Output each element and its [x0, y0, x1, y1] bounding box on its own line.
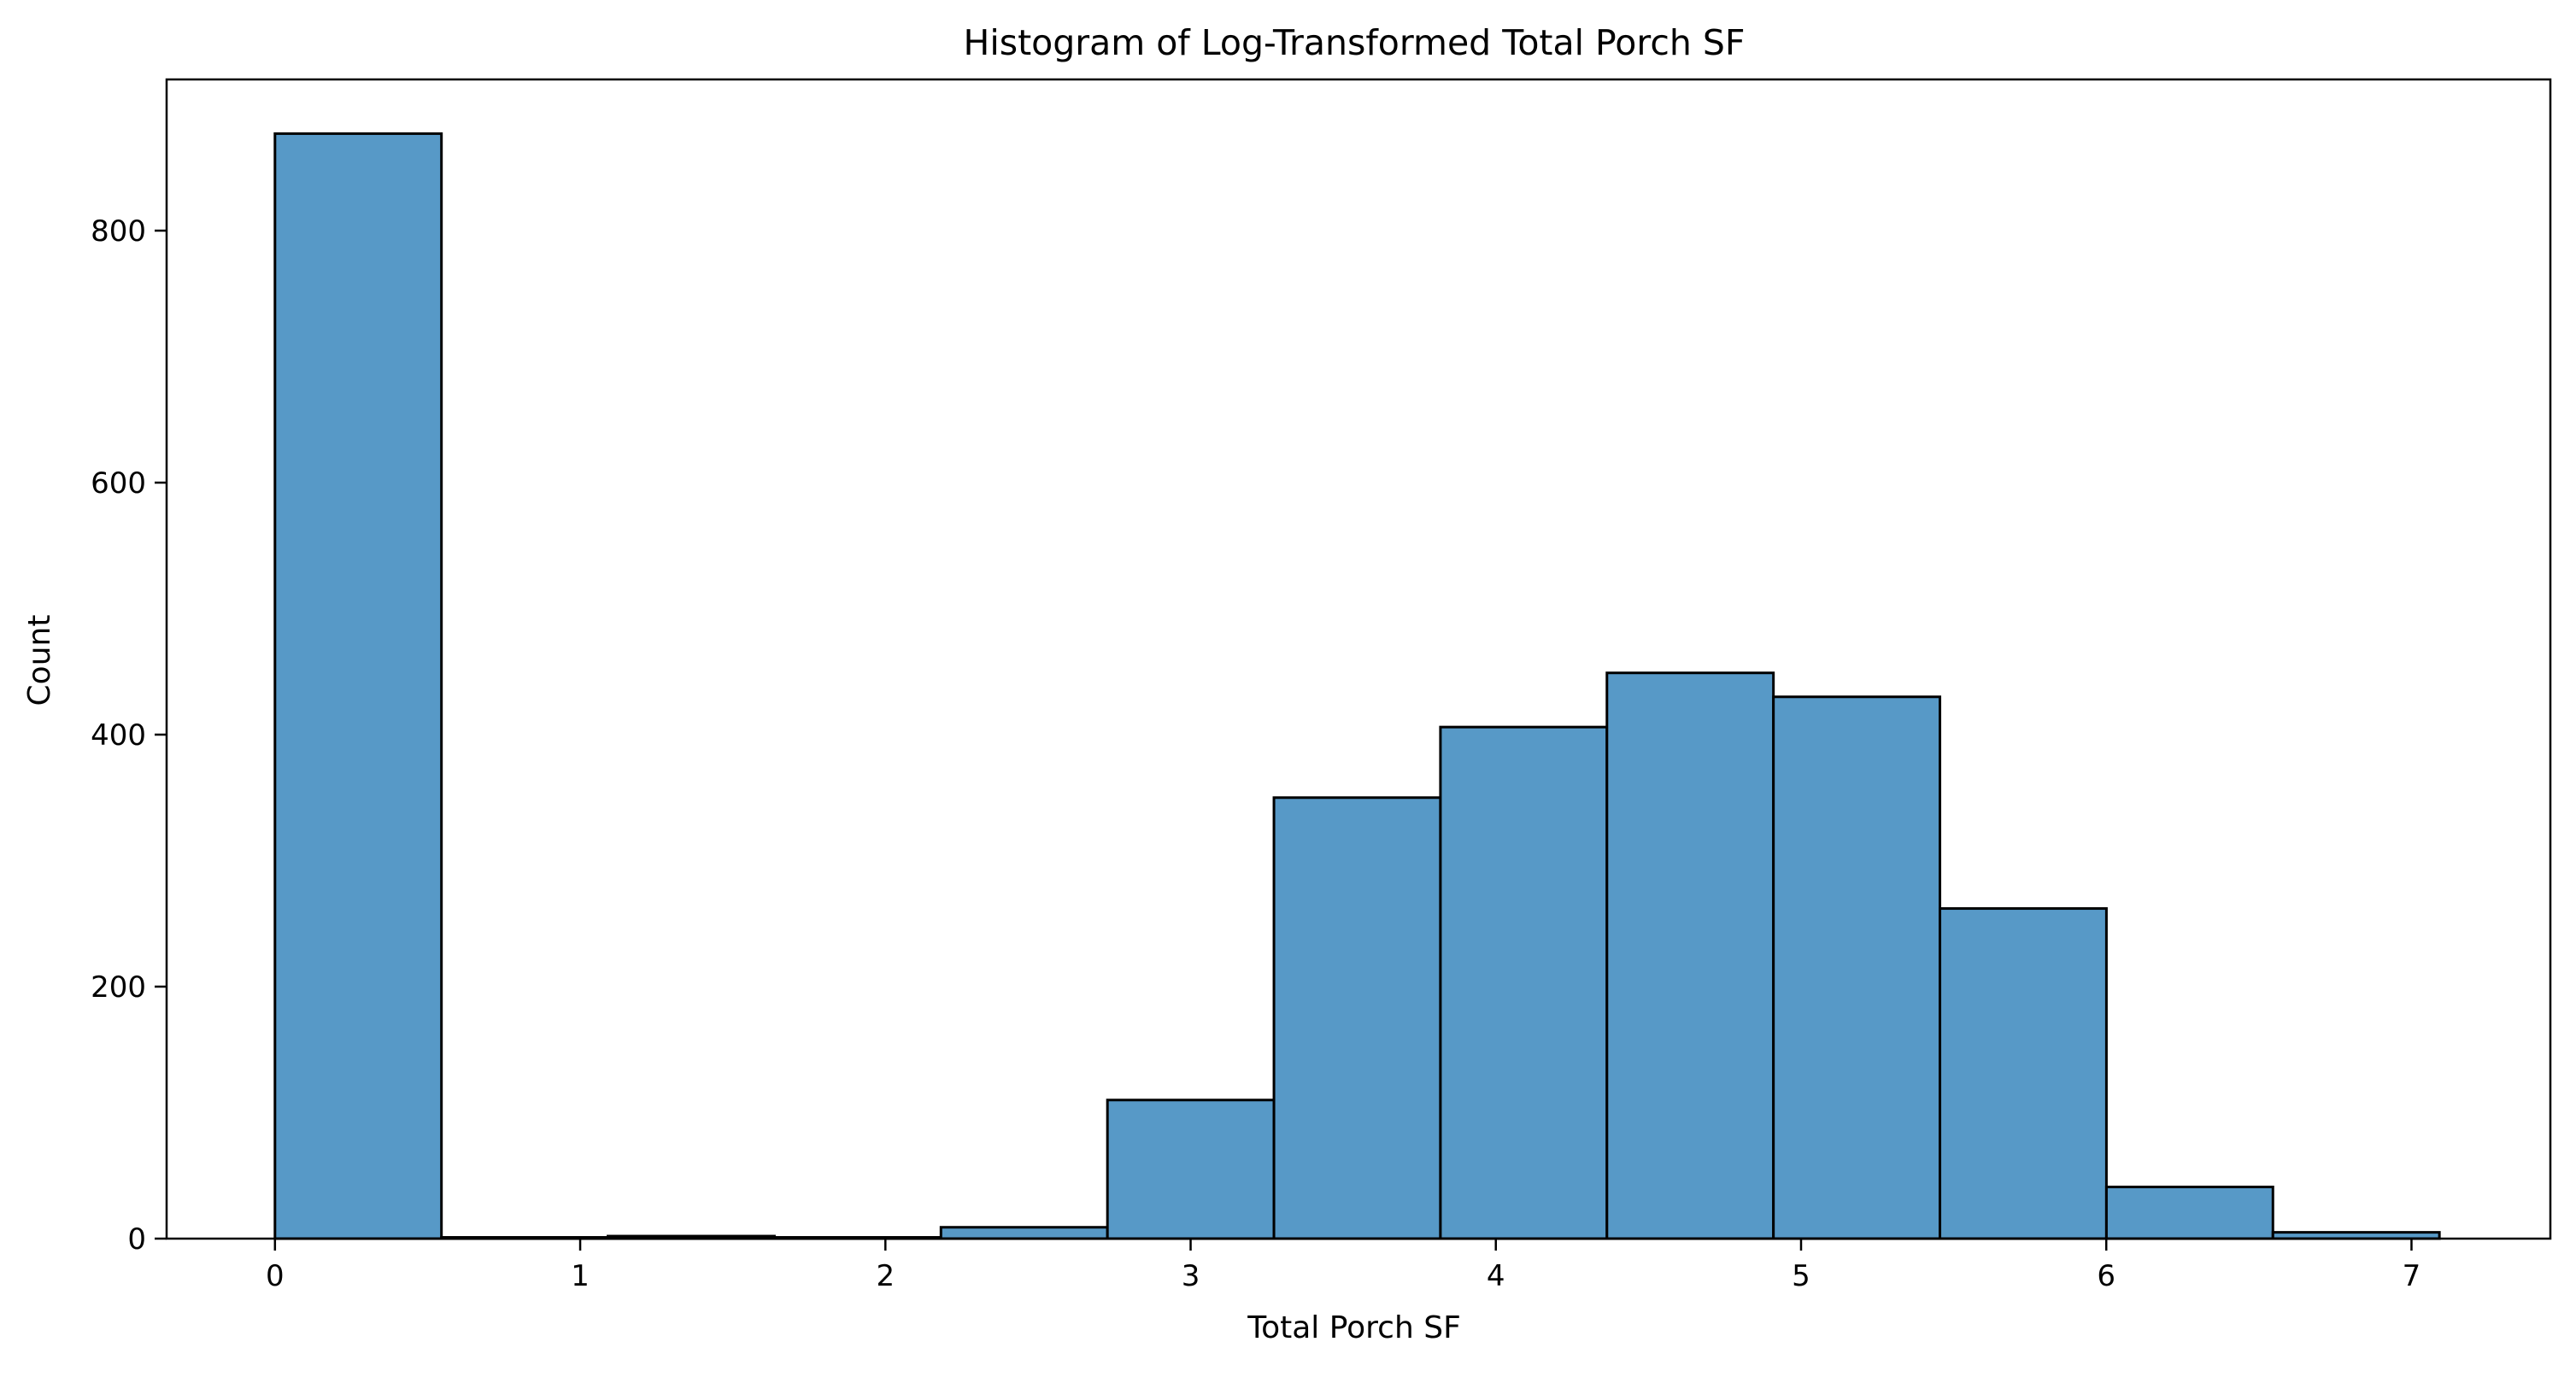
plot-area-frame	[165, 78, 2552, 1240]
x-tick-label: 4	[1487, 1259, 1505, 1293]
x-tick-label: 1	[571, 1259, 590, 1293]
histogram-bar	[1939, 907, 2108, 1240]
histogram-bar	[273, 132, 443, 1240]
histogram-bar	[1439, 725, 1609, 1240]
x-tick-label: 6	[2097, 1259, 2115, 1293]
y-axis-label: Count	[22, 615, 57, 706]
chart-title: Histogram of Log-Transformed Total Porch…	[963, 22, 1745, 63]
bars-layer	[273, 132, 2441, 1240]
x-axis-label: Total Porch SF	[1247, 1310, 1461, 1345]
x-tick-label: 0	[266, 1259, 285, 1293]
histogram-bar	[2104, 1186, 2274, 1240]
histogram-bar	[1772, 695, 1942, 1240]
histogram-bar	[939, 1226, 1109, 1240]
x-tick-label: 2	[876, 1259, 895, 1293]
x-tick-label: 3	[1182, 1259, 1200, 1293]
y-tick-label: 0	[127, 1222, 146, 1257]
y-tick-label: 200	[91, 970, 146, 1005]
y-tick-label: 600	[91, 466, 146, 501]
histogram-bar	[1605, 671, 1775, 1240]
y-tick-label: 800	[91, 214, 146, 249]
histogram-bar	[1272, 796, 1442, 1240]
x-tick-label: 7	[2403, 1259, 2421, 1293]
x-tick-label: 5	[1792, 1259, 1810, 1293]
y-tick-label: 400	[91, 718, 146, 753]
ticks-layer: 0 1 2 3 4 5 6 7 0 200 400 600 800	[91, 214, 2421, 1293]
histogram-bar	[1106, 1099, 1276, 1240]
